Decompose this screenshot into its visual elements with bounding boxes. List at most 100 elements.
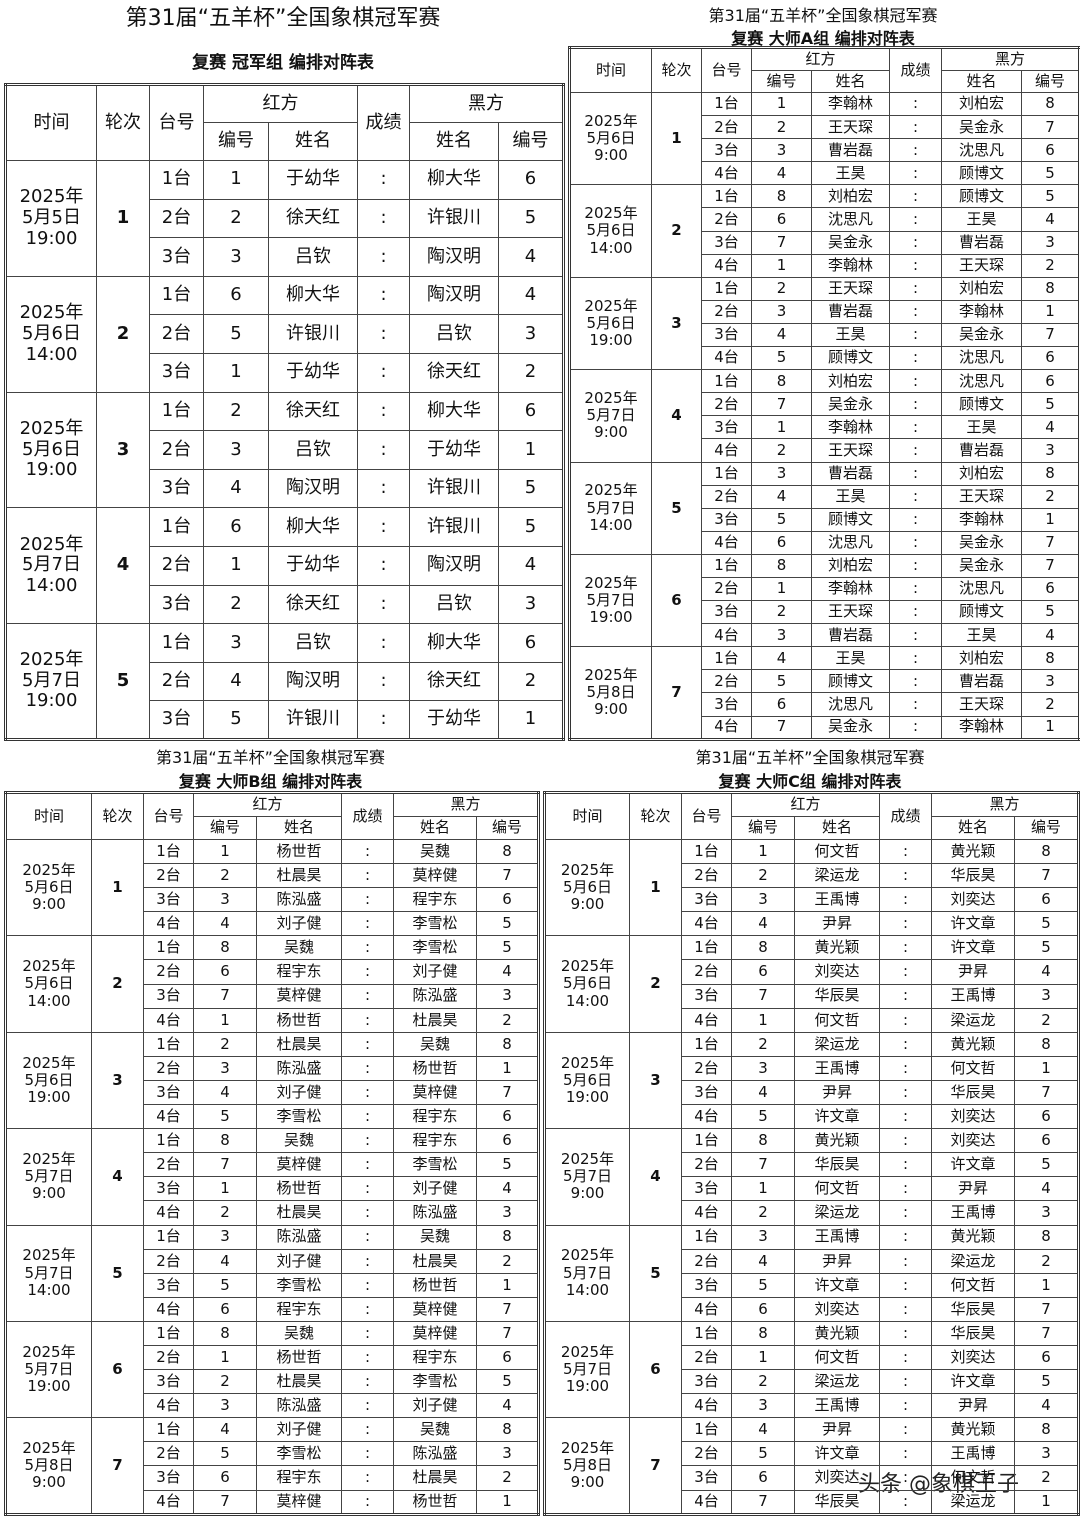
cell: 7 [476,1079,540,1106]
cell-text: 3 [758,1227,768,1246]
cell: 陶汉明 [409,237,499,277]
cell-text: 3台 [694,1082,719,1101]
cell: 华辰昊 [931,1079,1016,1106]
cell-text: 陶汉明 [427,245,481,267]
cell: 王天琛 [810,276,891,301]
cell: 于幼华 [268,160,358,200]
cell: : [889,115,943,140]
cell-text: 许银川 [427,477,481,499]
cell-text: : [380,361,387,383]
cell-text: 杨世哲 [276,841,322,860]
cell-text: 4台 [694,1396,719,1415]
cell: 5 [1021,392,1080,417]
cell-text: 7 [776,717,787,736]
cell: 许银川 [409,198,499,239]
cell-text: 1 [230,168,242,190]
board-row: 2台 2 杜晨昊: 莫梓健 7 [6,863,540,889]
cell-text: 黄光颖 [814,1323,860,1342]
cell-text: 1 [1045,510,1055,529]
cell-text: 曹岩磊 [828,140,874,159]
cell-text: 莫梓健 [412,1299,458,1318]
cell: 刘奕达 [931,1104,1016,1130]
cell-text: 王禹博 [950,1444,996,1463]
cell: 4台 [143,1296,194,1322]
cell: 6 [751,207,812,232]
cell: 1台 [701,553,752,578]
board-row: 3台 5 许银川: 于幼华 1 [6,700,564,740]
cell-text: 3台 [694,1371,719,1390]
cell-text: 2 [220,1371,230,1390]
cell: 1 [1021,715,1080,740]
header-row: 编号 姓名 姓名 编号 [6,122,564,161]
cell: 尹昇 [793,1079,881,1106]
cell-text: 7 [1045,325,1055,344]
cell: : [879,1152,933,1178]
cell-text: 2台 [156,1058,181,1077]
cell: 7 [1021,322,1080,348]
cell: 2 [498,352,564,393]
cell: 李翰林 [941,507,1023,532]
cell-text: 4 [112,1167,123,1186]
cell-text: 吴金永 [959,117,1005,136]
cell: 2台 [681,1344,732,1371]
cell-text: : [912,602,919,621]
cell: 吴金永 [810,230,891,255]
time-text: 19:00 [27,1377,71,1396]
cell-text: 吴魏 [420,1227,451,1246]
cell-text: : [902,841,909,860]
cell: 程宇东 [255,1296,343,1322]
cell: 2台 [149,430,204,470]
cell: 3 [1021,230,1080,255]
cell-text: 4 [776,325,787,344]
cell-text: 许银川 [427,515,481,537]
cell: 徐天红 [268,391,358,432]
cell-text: : [380,631,387,653]
cell-text: 3 [230,245,242,267]
cell: 1 [1021,507,1080,532]
cell: : [889,715,943,740]
cell: 吴金永 [941,322,1023,348]
cell-text: 杨世哲 [276,1179,322,1198]
cell: 7 [91,1417,144,1515]
cell-text: 于幼华 [427,438,481,460]
cell-text: 4台 [714,533,739,552]
cell-text: 1 [220,1347,230,1366]
cell-text: 5 [116,669,130,691]
cell: : [341,1055,395,1081]
cell-text: 刘柏宏 [959,463,1005,482]
cell-text: 1 [220,841,230,860]
board-row: 4台 6 沈思凡: 吴金永 7 [570,530,1080,555]
cell: 3 [1021,669,1080,694]
board-row: 3台 5 李雪松: 杨世哲 1 [6,1272,540,1298]
cell: 成绩 [889,47,943,93]
cell: 2台 [681,863,732,889]
cell: 4台 [681,911,732,937]
time-text: 2025年 [560,957,615,976]
cell: 沈思凡 [941,576,1023,602]
cell-text: : [912,279,919,298]
cell: 3 [91,1031,144,1130]
cell-text: 4 [1041,1396,1051,1415]
cell-text: 4 [776,487,787,506]
time-text: 5月7日 [562,1263,613,1282]
cell: : [889,392,943,417]
cell: 王昊 [810,322,891,348]
cell: : [341,1465,395,1491]
cell-text: : [364,962,371,981]
cell: : [879,838,933,865]
cell: 4台 [143,1104,194,1130]
cell-text: 黄光颖 [950,1227,996,1246]
cell-text: 2 [230,400,242,422]
cell-text: 4台 [714,717,739,736]
cell-text: 6 [1045,371,1055,390]
cell: : [879,1079,933,1106]
cell: 杜晨昊 [255,1031,343,1057]
cell: 3 [1021,438,1080,463]
table-subtitle: 复赛 冠军组 编排对阵表 [192,53,374,73]
cell: 杜晨昊 [393,1248,478,1274]
cell-text: 2台 [694,866,719,885]
table-title: 第31届“五羊杯”全国象棋冠军赛 [125,6,441,31]
cell: 2 [751,600,812,625]
cell: 5 [1021,161,1080,186]
